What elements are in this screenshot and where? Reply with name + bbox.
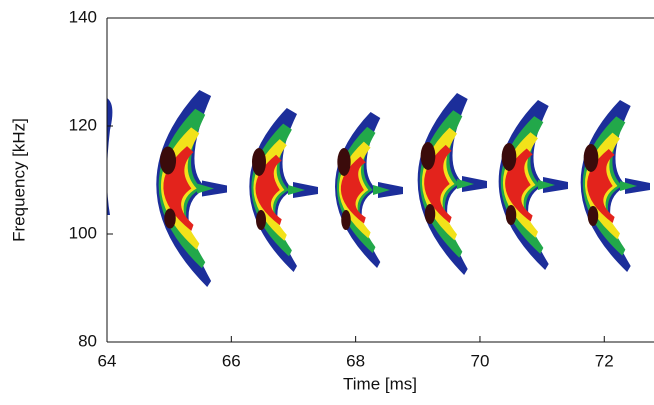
y-axis-title: Frequency [kHz] — [9, 118, 28, 242]
spectrogram-spur — [288, 185, 305, 195]
spectrogram-peak — [583, 144, 599, 172]
spectrogram-spur — [197, 183, 214, 194]
spectrogram-peak — [159, 146, 177, 175]
spectrogram-image — [107, 90, 650, 287]
spectrogram-peak — [256, 210, 266, 230]
spectrogram-spur — [462, 176, 487, 192]
spectrogram-peak — [420, 142, 436, 170]
spectrogram-peak — [164, 208, 176, 229]
x-tick-label: 72 — [595, 351, 614, 370]
spectrogram-spur — [620, 181, 637, 191]
spectrogram-peak — [424, 204, 436, 224]
x-tick-label: 64 — [98, 351, 117, 370]
spectrogram-spur — [293, 182, 318, 198]
spectrogram-spur — [457, 179, 474, 189]
spectrogram-peak — [587, 206, 599, 226]
x-tick-label: 66 — [222, 351, 241, 370]
y-tick-label: 80 — [78, 331, 97, 350]
x-axis-title: Time [ms] — [343, 374, 417, 393]
y-tick-label: 140 — [69, 7, 97, 26]
spectrogram-contour — [107, 98, 113, 215]
spectrogram-spur — [373, 185, 390, 195]
spectrogram-spur — [625, 178, 650, 194]
spectrogram-spur — [538, 180, 555, 190]
x-tick-label: 68 — [346, 351, 365, 370]
spectrogram-spur — [378, 182, 403, 198]
x-tick-label: 70 — [470, 351, 489, 370]
spectrogram-peak — [337, 148, 351, 176]
spectrogram-spur — [543, 177, 568, 193]
y-tick-label: 100 — [69, 223, 97, 242]
spectrogram-peak — [505, 205, 517, 225]
spectrogram-peak — [501, 143, 517, 171]
spectrogram-spur — [202, 180, 227, 197]
spectrogram-peak — [341, 210, 351, 230]
y-tick-label: 120 — [69, 115, 97, 134]
spectrogram-peak — [252, 148, 266, 176]
